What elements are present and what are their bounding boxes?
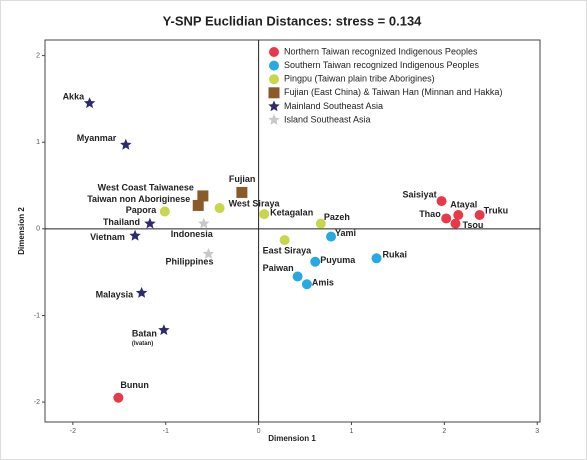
point-label: Bunun <box>120 380 149 390</box>
point-label: Myanmar <box>77 133 117 143</box>
legend-marker <box>269 47 279 57</box>
point-label: Saisiyat <box>403 189 437 199</box>
point-label: Pazeh <box>324 212 350 222</box>
point-label: Philippines <box>165 256 213 266</box>
plot-frame <box>44 39 541 423</box>
point <box>113 392 124 403</box>
point-label: Ketagalan <box>270 207 313 217</box>
point <box>441 213 452 224</box>
legend-label: Island Southeast Asia <box>284 114 371 124</box>
legend-label: Southern Taiwan recognized Indigenous Pe… <box>284 60 479 70</box>
y-axis-label: Dimension 2 <box>17 207 26 255</box>
point <box>453 209 464 220</box>
point <box>197 190 209 202</box>
point-label: Atayal <box>450 199 477 209</box>
point-label: Thailand <box>103 217 140 227</box>
point <box>159 206 170 217</box>
point <box>279 235 290 246</box>
legend-marker <box>269 60 279 71</box>
x-tick-label: -2 <box>70 428 76 435</box>
point <box>474 209 485 220</box>
legend-marker <box>269 74 279 85</box>
point <box>292 271 303 282</box>
y-tick-label: 0 <box>36 226 40 233</box>
legend-label: Pingpu (Taiwan plain tribe Aborigines) <box>284 74 435 84</box>
x-tick-label: 1 <box>350 428 354 435</box>
point <box>326 231 337 242</box>
point <box>310 256 321 267</box>
legend-marker <box>268 87 280 99</box>
point-sublabel: (Ivatan) <box>132 341 153 347</box>
point <box>120 138 132 150</box>
point-label: Amis <box>312 278 334 288</box>
point-label: Akka <box>63 92 86 102</box>
point <box>129 229 141 241</box>
y-tick-label: -1 <box>34 312 40 319</box>
point <box>202 248 215 259</box>
point <box>135 286 148 298</box>
point <box>259 209 270 220</box>
point <box>192 199 204 211</box>
y-tick-label: 2 <box>36 52 40 59</box>
point-label: Vietnam <box>90 232 125 242</box>
point <box>83 97 96 109</box>
x-tick-label: 0 <box>257 428 261 435</box>
point-label: Rukai <box>383 250 408 260</box>
point <box>301 279 312 290</box>
point <box>236 186 248 198</box>
point <box>315 218 326 229</box>
point-label: Truku <box>484 205 509 215</box>
legend-label: Mainland Southeast Asia <box>284 101 383 111</box>
y-tick-label: 1 <box>36 139 40 146</box>
point-label: Papora <box>126 205 158 215</box>
point <box>450 218 461 229</box>
point-label: Indonesia <box>171 229 214 239</box>
point <box>198 217 210 229</box>
point-label: Thao <box>419 209 441 219</box>
point <box>371 253 382 264</box>
point <box>158 324 170 335</box>
point-label: Taiwan non Aboriginese <box>87 194 190 204</box>
point-label: Puyuma <box>320 255 356 265</box>
legend-label: Northern Taiwan recognized Indigenous Pe… <box>284 46 478 56</box>
y-tick-label: -2 <box>34 399 40 406</box>
point <box>144 217 156 229</box>
point-label: Paiwan <box>263 263 294 273</box>
point-label: Fujian <box>229 174 256 184</box>
legend-marker <box>268 100 280 112</box>
point <box>214 203 225 214</box>
legend-label: Fujian (East China) & Taiwan Han (Minnan… <box>284 87 502 97</box>
point-label: Tsou <box>462 220 483 230</box>
point-label: West Siraya <box>229 198 281 208</box>
x-tick-label: 2 <box>442 428 446 435</box>
x-axis-label: Dimension 1 <box>268 434 316 443</box>
point-label: Malaysia <box>96 289 135 299</box>
chart-title: Y-SNP Euclidian Distances: stress = 0.13… <box>163 13 423 28</box>
x-tick-label: 3 <box>535 428 539 435</box>
point-label: Yami <box>335 228 356 238</box>
legend-box <box>264 41 539 129</box>
point-label: East Siraya <box>263 245 313 255</box>
x-tick-label: -1 <box>163 428 169 435</box>
point-label: Batan <box>132 329 157 339</box>
legend-marker <box>268 114 280 125</box>
point <box>436 196 447 207</box>
point-label: West Coast Taiwanese <box>98 182 194 192</box>
